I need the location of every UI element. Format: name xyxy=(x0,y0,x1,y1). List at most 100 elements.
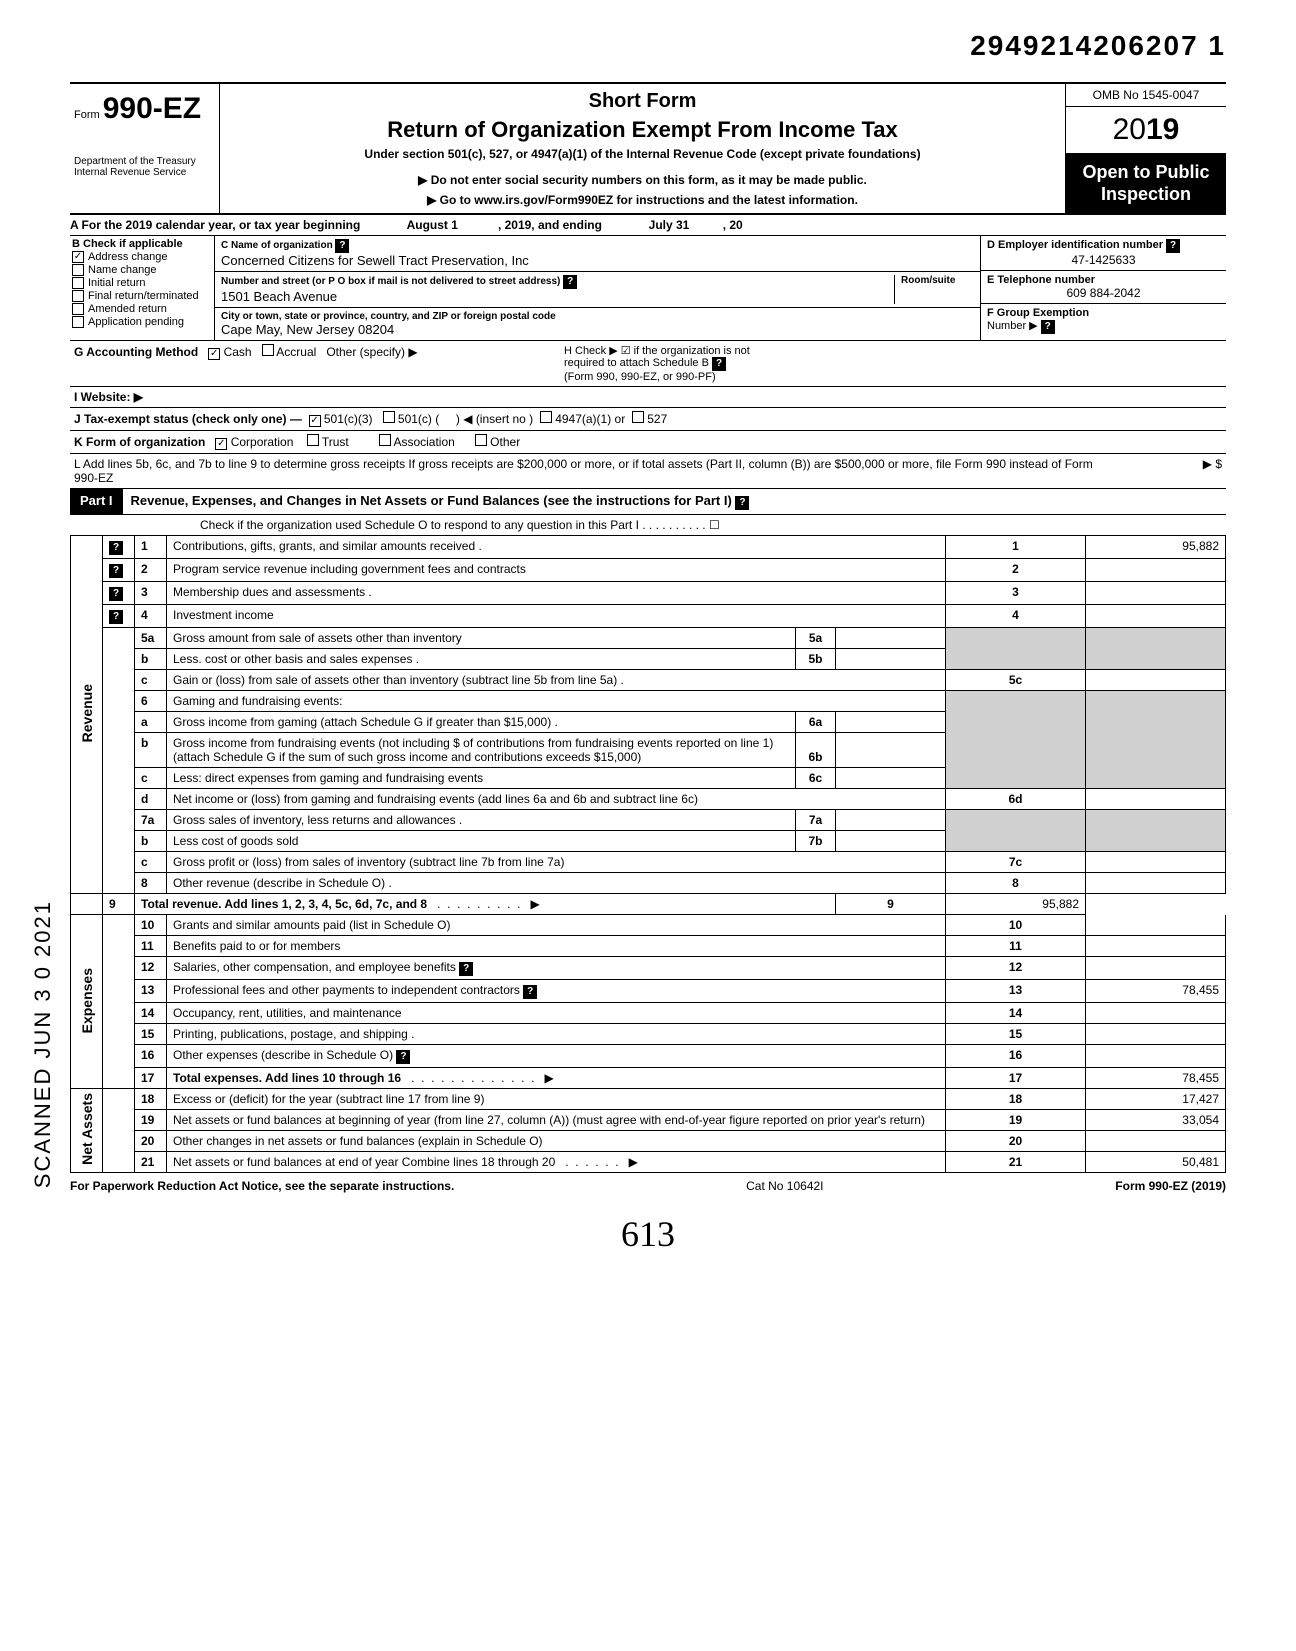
help-icon[interactable]: ? xyxy=(523,985,537,999)
line-18-ln: 18 xyxy=(946,1089,1086,1110)
help-icon[interactable]: ? xyxy=(735,496,749,510)
chk-final-return[interactable]: Final return/terminated xyxy=(72,290,212,302)
line-2-ln: 2 xyxy=(946,559,1086,582)
line-2-desc: Program service revenue including govern… xyxy=(167,559,946,582)
checkbox-icon[interactable]: ✓ xyxy=(309,415,321,427)
help-icon[interactable]: ? xyxy=(1041,320,1055,334)
line-9-ln: 9 xyxy=(836,894,946,915)
ssn-warning: ▶ Do not enter social security numbers o… xyxy=(226,173,1059,187)
k-corp: Corporation xyxy=(231,435,294,449)
line-16-ln: 16 xyxy=(946,1045,1086,1068)
line-6c-subamt xyxy=(836,768,946,789)
footer: For Paperwork Reduction Act Notice, see … xyxy=(70,1173,1226,1193)
footer-left: For Paperwork Reduction Act Notice, see … xyxy=(70,1179,454,1193)
chk-application-pending[interactable]: Application pending xyxy=(72,316,212,328)
checkbox-icon[interactable]: ✓ xyxy=(215,438,227,450)
h-line1: H Check ▶ ☑ if the organization is not xyxy=(564,344,1222,357)
help-icon[interactable]: ? xyxy=(109,541,123,555)
checkbox-icon[interactable] xyxy=(540,411,552,423)
help-icon[interactable]: ? xyxy=(109,610,123,624)
group-label: F Group Exemption xyxy=(987,307,1220,319)
line-2-num: 2 xyxy=(135,559,167,582)
line-9-amt: 95,882 xyxy=(946,894,1086,915)
part1-header: Part I Revenue, Expenses, and Changes in… xyxy=(70,489,1226,515)
row-l: L Add lines 5b, 6c, and 7b to line 9 to … xyxy=(70,454,1226,489)
ein-row: D Employer identification number ? 47-14… xyxy=(981,236,1226,271)
help-icon[interactable]: ? xyxy=(459,962,473,976)
col-def: D Employer identification number ? 47-14… xyxy=(981,236,1226,340)
j-label: J Tax-exempt status (check only one) — xyxy=(74,412,302,426)
help-icon[interactable]: ? xyxy=(109,564,123,578)
checkbox-icon xyxy=(72,316,84,328)
help-icon[interactable]: ? xyxy=(712,357,726,371)
year-box: 2019 xyxy=(1066,107,1226,154)
chk-label-4: Amended return xyxy=(88,303,167,315)
line-5b-subamt xyxy=(836,649,946,670)
checkbox-icon[interactable] xyxy=(262,344,274,356)
year-19: 19 xyxy=(1146,113,1179,146)
part1-check: Check if the organization used Schedule … xyxy=(70,515,1226,536)
line-17-num: 17 xyxy=(135,1068,167,1089)
city-label: City or town, state or province, country… xyxy=(221,311,974,322)
checkbox-icon[interactable] xyxy=(307,434,319,446)
street-label: Number and street (or P O box if mail is… xyxy=(221,276,560,287)
line-10-amt xyxy=(1086,915,1226,936)
chk-label-0: Address change xyxy=(88,251,168,263)
chk-address-change[interactable]: ✓Address change xyxy=(72,251,212,263)
form-number: Form 990-EZ xyxy=(74,92,215,126)
form-990ez: 990-EZ xyxy=(103,92,201,125)
l-arrow: ▶ $ xyxy=(1102,457,1222,485)
chk-amended-return[interactable]: Amended return xyxy=(72,303,212,315)
line-6a-num: a xyxy=(135,712,167,733)
form-header-right: OMB No 1545-0047 2019 Open to Public Ins… xyxy=(1066,84,1226,213)
line-4-num: 4 xyxy=(135,605,167,628)
checkbox-icon[interactable] xyxy=(383,411,395,423)
line-6-num: 6 xyxy=(135,691,167,712)
line-1-amt: 95,882 xyxy=(1086,536,1226,559)
checkbox-icon xyxy=(72,290,84,302)
g-accrual: Accrual xyxy=(276,345,316,359)
line-6d-amt xyxy=(1086,789,1226,810)
street-row: Number and street (or P O box if mail is… xyxy=(215,272,980,308)
line-15-desc: Printing, publications, postage, and shi… xyxy=(167,1024,946,1045)
k-trust: Trust xyxy=(322,435,349,449)
row-g-h: G Accounting Method ✓ Cash Accrual Other… xyxy=(70,341,1226,387)
help-icon[interactable]: ? xyxy=(335,239,349,253)
line-21-desc: Net assets or fund balances at end of ye… xyxy=(167,1152,946,1173)
chk-name-change[interactable]: Name change xyxy=(72,264,212,276)
l-text: L Add lines 5b, 6c, and 7b to line 9 to … xyxy=(74,457,1102,485)
line-2-amt xyxy=(1086,559,1226,582)
help-icon[interactable]: ? xyxy=(396,1050,410,1064)
help-icon[interactable]: ? xyxy=(109,587,123,601)
line-16-num: 16 xyxy=(135,1045,167,1068)
checkbox-icon[interactable] xyxy=(632,411,644,423)
under-section: Under section 501(c), 527, or 4947(a)(1)… xyxy=(226,147,1059,161)
line-12-ln: 12 xyxy=(946,957,1086,980)
checkbox-icon[interactable]: ✓ xyxy=(208,348,220,360)
checkbox-icon xyxy=(72,303,84,315)
line-19-desc: Net assets or fund balances at beginning… xyxy=(167,1110,946,1131)
j-501c3: 501(c)(3) xyxy=(324,412,373,426)
chk-label-1: Name change xyxy=(88,264,157,276)
open-to-public: Open to Public Inspection xyxy=(1066,154,1226,213)
line-8-amt xyxy=(1086,873,1226,894)
line-6b-num: b xyxy=(135,733,167,768)
checkbox-icon[interactable] xyxy=(475,434,487,446)
help-icon[interactable]: ? xyxy=(563,275,577,289)
line-19-num: 19 xyxy=(135,1110,167,1131)
line-5c-amt xyxy=(1086,670,1226,691)
line-6-desc: Gaming and fundraising events: xyxy=(167,691,946,712)
line-3-num: 3 xyxy=(135,582,167,605)
checkbox-icon[interactable] xyxy=(379,434,391,446)
line-14-ln: 14 xyxy=(946,1003,1086,1024)
tel-row: E Telephone number 609 884-2042 xyxy=(981,271,1226,304)
line-5a-sn: 5a xyxy=(796,628,836,649)
tax-year-row: A For the 2019 calendar year, or tax yea… xyxy=(70,215,1226,236)
revenue-section-label: Revenue xyxy=(71,536,103,894)
help-icon[interactable]: ? xyxy=(1166,239,1180,253)
line-9-desc: Total revenue. Add lines 1, 2, 3, 4, 5c,… xyxy=(135,894,836,915)
chk-initial-return[interactable]: Initial return xyxy=(72,277,212,289)
line-7b-sn: 7b xyxy=(796,831,836,852)
line-7c-amt xyxy=(1086,852,1226,873)
line-6a-sn: 6a xyxy=(796,712,836,733)
